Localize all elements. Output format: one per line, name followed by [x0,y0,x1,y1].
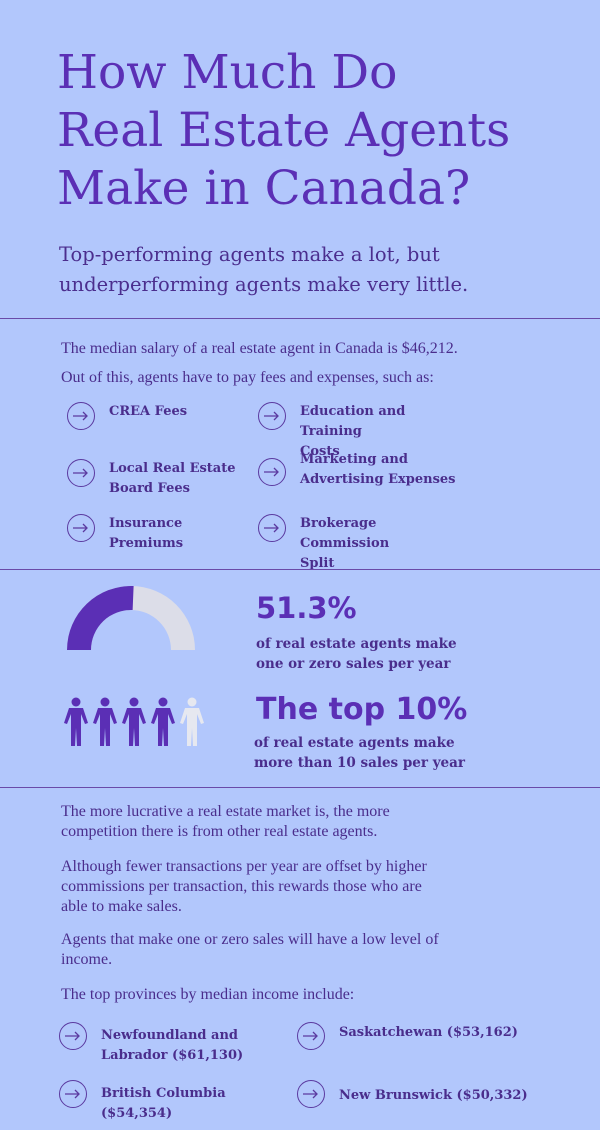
paragraph-market: The more lucrative a real estate market … [61,803,390,840]
stat-51-value: 51.3% [256,591,357,625]
stat-top10-description: of real estate agents make more than 10 … [254,735,465,771]
stat-51-description: of real estate agents make one or zero s… [256,636,457,672]
title-line: Make in Canada? [57,161,471,216]
page-title: How Much Do Real Estate Agents Make in C… [57,44,577,218]
half-donut-gauge [67,586,195,650]
subtitle-line: Top-performing agents make a lot, but [59,243,440,266]
arrow-right-circle-icon [258,514,286,542]
province-label: Saskatchewan ($53,162) [339,1025,518,1040]
fee-item-local-board: Local Real Estate Board Fees [67,459,279,499]
province-item-newfoundland: Newfoundland and Labrador ($61,130) [59,1022,291,1066]
fee-item-education: Education and Training Costs [258,402,470,462]
arrow-right-circle-icon [59,1080,87,1108]
arrow-right-circle-icon [67,402,95,430]
person-icon [93,697,117,746]
fee-label: Brokerage Commission Split [300,516,390,571]
median-salary-text: The median salary of a real estate agent… [61,340,458,357]
arrow-right-circle-icon [297,1022,325,1050]
fee-label: Marketing and Advertising Expenses [300,452,456,487]
subtitle-line: underperforming agents make very little. [59,273,469,296]
person-icon [122,697,146,746]
fee-label: Education and Training Costs [300,404,406,459]
province-label: British Columbia ($54,354) [101,1086,226,1121]
arrow-right-circle-icon [297,1080,325,1108]
fee-item-insurance: Insurance Premiums [67,514,279,554]
arrow-right-circle-icon [59,1022,87,1050]
province-label: Newfoundland and Labrador ($61,130) [101,1028,244,1063]
paragraph-transactions: Although fewer transactions per year are… [61,858,427,915]
divider [0,318,600,319]
arrow-right-circle-icon [67,514,95,542]
fee-item-marketing: Marketing and Advertising Expenses [258,452,470,490]
fee-label: CREA Fees [109,404,188,419]
title-line: Real Estate Agents [57,103,511,158]
fee-item-brokerage: Brokerage Commission Split [258,514,470,574]
province-item-new-brunswick: New Brunswick ($50,332) [297,1080,529,1108]
province-label: New Brunswick ($50,332) [339,1088,528,1103]
arrow-right-circle-icon [258,402,286,430]
subtitle: Top-performing agents make a lot, but un… [59,240,579,300]
paragraph-top-provinces: The top provinces by median income inclu… [61,986,355,1003]
person-icon [64,697,88,746]
person-icon [180,697,204,746]
gauge-fill [67,586,134,650]
arrow-right-circle-icon [258,458,286,486]
province-item-british-columbia: British Columbia ($54,354) [59,1080,291,1124]
divider [0,787,600,788]
people-icon-row [63,697,205,747]
fee-item-crea: CREA Fees [67,402,279,430]
fees-intro-text: Out of this, agents have to pay fees and… [61,369,434,386]
fee-label: Local Real Estate Board Fees [109,461,236,496]
stat-top10-value: The top 10% [256,692,468,727]
arrow-right-circle-icon [67,459,95,487]
person-icon [151,697,175,746]
fee-label: Insurance Premiums [109,516,184,551]
province-item-saskatchewan: Saskatchewan ($53,162) [297,1022,529,1050]
divider [0,569,600,570]
title-line: How Much Do [57,45,398,100]
paragraph-low-income: Agents that make one or zero sales will … [61,931,439,968]
